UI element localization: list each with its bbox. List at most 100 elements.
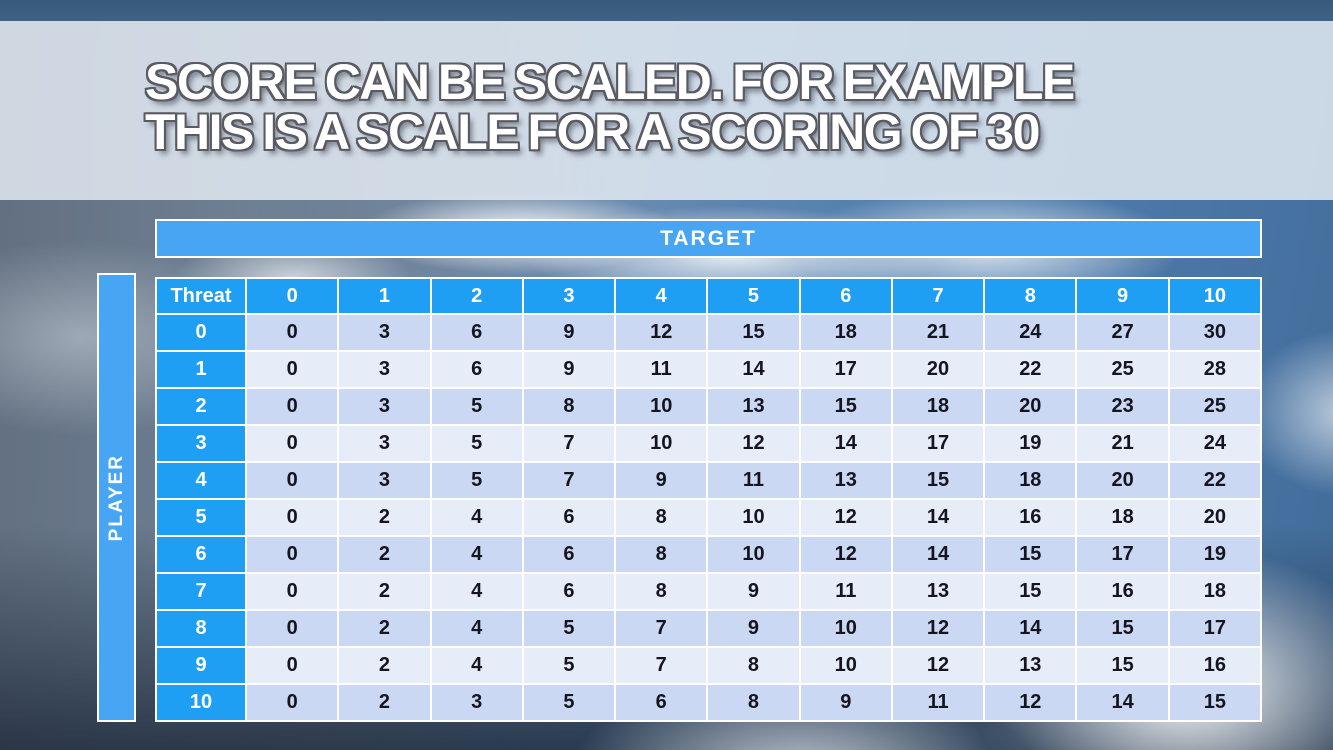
score-cell: 8 <box>616 537 707 572</box>
score-cell: 9 <box>523 352 615 387</box>
score-cell: 11 <box>800 574 891 609</box>
score-cell: 2 <box>339 500 430 535</box>
score-cell: 5 <box>523 685 615 720</box>
target-axis-label: TARGET <box>155 219 1262 258</box>
score-cell: 24 <box>985 315 1076 350</box>
col-header-8: 8 <box>985 279 1076 313</box>
row-header-1: 1 <box>157 352 245 387</box>
row-header-3: 3 <box>157 426 245 461</box>
score-cell: 18 <box>800 315 891 350</box>
score-cell: 5 <box>431 426 522 461</box>
score-cell: 18 <box>985 463 1076 498</box>
score-cell: 0 <box>247 574 338 609</box>
col-header-1: 1 <box>339 279 430 313</box>
score-cell: 3 <box>339 389 430 424</box>
score-cell: 9 <box>616 463 707 498</box>
score-cell: 0 <box>247 537 338 572</box>
score-cell: 17 <box>892 426 984 461</box>
score-cell: 8 <box>616 574 707 609</box>
score-cell: 6 <box>523 574 615 609</box>
score-cell: 2 <box>339 537 430 572</box>
score-cell: 25 <box>1169 389 1260 424</box>
corner-header-threat: Threat <box>157 279 245 313</box>
score-cell: 3 <box>431 685 522 720</box>
player-axis-text: PLAYER <box>105 453 127 542</box>
score-cell: 5 <box>523 611 615 646</box>
score-cell: 15 <box>1077 648 1168 683</box>
score-cell: 4 <box>431 574 522 609</box>
score-cell: 3 <box>339 315 430 350</box>
col-header-2: 2 <box>431 279 522 313</box>
score-cell: 12 <box>616 315 707 350</box>
score-cell: 0 <box>247 352 338 387</box>
score-cell: 7 <box>616 611 707 646</box>
score-cell: 0 <box>247 426 338 461</box>
score-cell: 10 <box>616 426 707 461</box>
score-cell: 20 <box>1077 463 1168 498</box>
score-cell: 0 <box>247 611 338 646</box>
score-cell: 9 <box>523 315 615 350</box>
score-cell: 12 <box>985 685 1076 720</box>
score-cell: 11 <box>616 352 707 387</box>
player-axis-label: PLAYER <box>97 273 136 722</box>
score-cell: 21 <box>892 315 984 350</box>
score-cell: 0 <box>247 389 338 424</box>
title-band: SCORE CAN BE SCALED. FOR EXAMPLE THIS IS… <box>0 21 1333 200</box>
score-cell: 4 <box>431 611 522 646</box>
score-cell: 8 <box>708 685 799 720</box>
score-cell: 12 <box>800 537 891 572</box>
score-cell: 2 <box>339 685 430 720</box>
score-cell: 10 <box>800 648 891 683</box>
col-header-10: 10 <box>1169 279 1260 313</box>
score-cell: 15 <box>1077 611 1168 646</box>
score-cell: 12 <box>892 648 984 683</box>
row-header-5: 5 <box>157 500 245 535</box>
row-header-4: 4 <box>157 463 245 498</box>
score-cell: 27 <box>1077 315 1168 350</box>
target-axis-text: TARGET <box>660 226 757 250</box>
score-cell: 16 <box>1077 574 1168 609</box>
score-cell: 20 <box>985 389 1076 424</box>
col-header-5: 5 <box>708 279 799 313</box>
col-header-6: 6 <box>800 279 891 313</box>
score-cell: 16 <box>1169 648 1260 683</box>
score-cell: 20 <box>1169 500 1260 535</box>
score-cell: 22 <box>1169 463 1260 498</box>
score-cell: 13 <box>985 648 1076 683</box>
score-cell: 12 <box>892 611 984 646</box>
score-cell: 17 <box>800 352 891 387</box>
score-cell: 14 <box>892 537 984 572</box>
score-cell: 18 <box>1077 500 1168 535</box>
score-cell: 3 <box>339 426 430 461</box>
score-cell: 20 <box>892 352 984 387</box>
score-cell: 11 <box>892 685 984 720</box>
score-cell: 5 <box>431 463 522 498</box>
score-cell: 5 <box>523 648 615 683</box>
score-cell: 2 <box>339 574 430 609</box>
score-cell: 10 <box>708 537 799 572</box>
score-cell: 0 <box>247 315 338 350</box>
score-cell: 22 <box>985 352 1076 387</box>
score-cell: 6 <box>523 537 615 572</box>
score-cell: 17 <box>1077 537 1168 572</box>
score-cell: 14 <box>985 611 1076 646</box>
score-cell: 7 <box>523 463 615 498</box>
score-cell: 11 <box>708 463 799 498</box>
col-header-3: 3 <box>523 279 615 313</box>
score-cell: 4 <box>431 648 522 683</box>
row-header-0: 0 <box>157 315 245 350</box>
score-cell: 14 <box>892 500 984 535</box>
page-title: SCORE CAN BE SCALED. FOR EXAMPLE THIS IS… <box>145 57 1075 157</box>
row-header-6: 6 <box>157 537 245 572</box>
score-cell: 18 <box>1169 574 1260 609</box>
score-cell: 13 <box>708 389 799 424</box>
score-cell: 6 <box>431 352 522 387</box>
score-cell: 5 <box>431 389 522 424</box>
score-cell: 19 <box>1169 537 1260 572</box>
score-cell: 15 <box>800 389 891 424</box>
row-header-7: 7 <box>157 574 245 609</box>
row-header-10: 10 <box>157 685 245 720</box>
score-cell: 19 <box>985 426 1076 461</box>
score-cell: 6 <box>616 685 707 720</box>
